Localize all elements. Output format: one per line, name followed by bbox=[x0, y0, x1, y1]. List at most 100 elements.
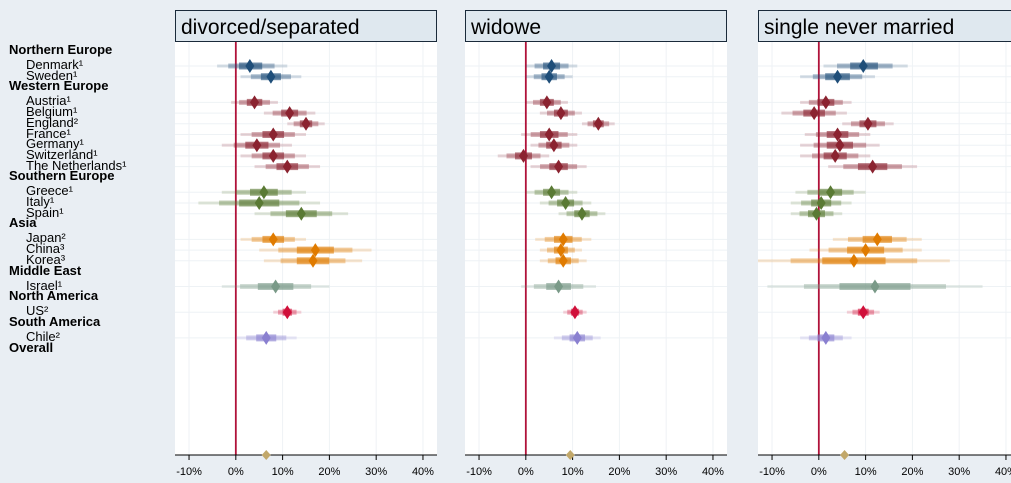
region-label: Western Europe bbox=[9, 78, 109, 94]
estimate-mark bbox=[790, 206, 843, 221]
region-label: Northern Europe bbox=[9, 42, 113, 57]
estimate-mark bbox=[231, 95, 278, 110]
estimate-mark bbox=[823, 59, 908, 73]
estimate-mark bbox=[539, 106, 582, 121]
estimate-mark bbox=[240, 148, 306, 163]
x-tick-label: 30% bbox=[365, 466, 387, 478]
x-tick-label: 0% bbox=[228, 466, 244, 478]
point-estimate bbox=[558, 253, 568, 268]
estimate-mark bbox=[525, 59, 578, 73]
estimate-mark bbox=[525, 69, 573, 84]
country-label: Belgium¹ bbox=[26, 104, 78, 120]
point-estimate bbox=[556, 106, 566, 121]
point-estimate bbox=[268, 127, 278, 142]
country-label: Austria¹ bbox=[26, 93, 71, 109]
estimate-mark bbox=[217, 59, 288, 73]
country-label: Israel¹ bbox=[26, 277, 63, 293]
estimate-mark bbox=[235, 330, 297, 345]
country-label: Switzerland¹ bbox=[26, 146, 98, 162]
point-estimate bbox=[285, 106, 295, 121]
point-estimate bbox=[252, 138, 262, 153]
estimate-mark bbox=[804, 127, 871, 142]
estimate-mark bbox=[273, 305, 302, 320]
estimate-mark bbox=[809, 243, 922, 258]
overall-estimate bbox=[840, 450, 850, 460]
point-estimate bbox=[549, 138, 559, 153]
panel-2: -10% 0% 10% 20% 30% 40% widowe bbox=[465, 10, 727, 478]
country-label: The Netherlands¹ bbox=[26, 157, 127, 173]
panel-title: widowe bbox=[470, 16, 541, 39]
estimate-mark bbox=[558, 206, 606, 221]
point-estimate bbox=[556, 243, 566, 258]
point-estimate bbox=[561, 196, 571, 210]
estimate-mark bbox=[795, 185, 866, 200]
estimate-mark bbox=[521, 279, 596, 294]
estimate-mark bbox=[758, 253, 950, 268]
country-label: France¹ bbox=[26, 125, 71, 141]
estimate-mark bbox=[221, 279, 330, 294]
point-estimate bbox=[809, 106, 819, 121]
point-estimate bbox=[308, 253, 318, 268]
estimate-mark bbox=[832, 232, 922, 247]
country-label: China³ bbox=[26, 241, 65, 257]
estimate-mark bbox=[497, 148, 550, 163]
estimate-mark bbox=[525, 95, 568, 110]
panel-3: -10% 0% 10% 20% 30% 40% single never married bbox=[758, 10, 1011, 478]
point-estimate bbox=[821, 95, 831, 110]
point-estimate bbox=[554, 279, 564, 294]
region-label: Overall bbox=[9, 339, 54, 355]
point-estimate bbox=[544, 69, 554, 84]
estimate-mark bbox=[254, 159, 321, 174]
x-tick-label: 20% bbox=[901, 466, 923, 478]
estimate-mark bbox=[221, 138, 292, 153]
x-tick-label: 10% bbox=[562, 466, 584, 478]
x-tick-label: 40% bbox=[702, 466, 724, 478]
point-estimate bbox=[849, 253, 859, 268]
estimate-mark bbox=[240, 69, 302, 84]
country-label: Italy¹ bbox=[26, 194, 55, 209]
x-tick-label: 20% bbox=[608, 466, 630, 478]
point-estimate bbox=[870, 279, 880, 294]
point-estimate bbox=[282, 305, 292, 320]
x-tick-label: 0% bbox=[811, 466, 827, 478]
estimate-mark bbox=[846, 305, 880, 320]
panel-title-box bbox=[465, 10, 727, 42]
estimate-mark bbox=[221, 185, 306, 200]
x-tick-label: 0% bbox=[518, 466, 534, 478]
estimate-mark bbox=[259, 243, 372, 258]
point-estimate bbox=[282, 159, 292, 174]
point-estimate bbox=[577, 206, 587, 221]
point-estimate bbox=[310, 243, 320, 258]
country-label: Chile² bbox=[26, 328, 60, 344]
estimate-mark bbox=[800, 69, 875, 84]
x-tick-label: 40% bbox=[995, 466, 1011, 478]
country-label: Japan² bbox=[26, 230, 66, 246]
row-labels: Northern Europe Denmark¹ Sweden¹ Western Eu… bbox=[0, 0, 170, 483]
region-label: Southern Europe bbox=[9, 168, 115, 184]
panel-title-box bbox=[758, 10, 1011, 42]
estimate-mark bbox=[800, 330, 852, 345]
point-estimate bbox=[572, 330, 582, 345]
estimate-mark bbox=[539, 253, 587, 268]
x-tick-label: 30% bbox=[948, 466, 970, 478]
panel-title-box bbox=[175, 10, 437, 42]
point-estimate bbox=[830, 148, 840, 163]
point-estimate bbox=[261, 330, 271, 345]
estimate-mark bbox=[790, 196, 852, 210]
x-tick-label: 10% bbox=[855, 466, 877, 478]
point-estimate bbox=[268, 148, 278, 163]
point-estimate bbox=[518, 148, 528, 163]
panel-1: -10% 0% 10% 20% 30% 40% divorced/separated bbox=[175, 10, 437, 478]
estimate-mark bbox=[553, 330, 601, 345]
estimate-mark bbox=[263, 253, 363, 268]
point-estimate bbox=[593, 116, 603, 131]
estimate-mark bbox=[254, 206, 349, 221]
estimate-mark bbox=[828, 159, 918, 174]
country-label: Denmark¹ bbox=[26, 57, 84, 72]
overall-estimate bbox=[261, 450, 271, 460]
point-estimate bbox=[811, 206, 821, 221]
estimate-mark bbox=[198, 196, 321, 210]
estimate-mark bbox=[800, 95, 852, 110]
x-tick-label: -10% bbox=[759, 466, 785, 478]
x-tick-label: 30% bbox=[655, 466, 677, 478]
